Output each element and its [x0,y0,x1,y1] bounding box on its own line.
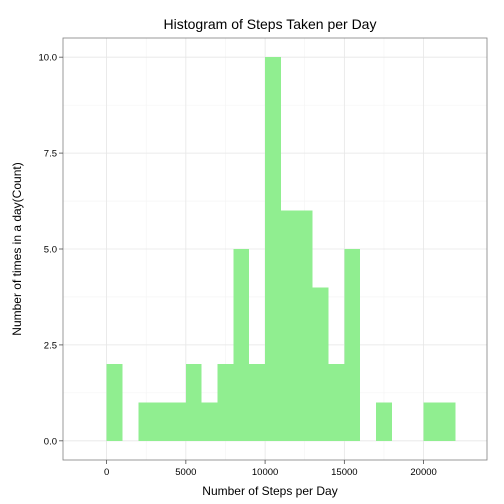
histogram-bar [217,364,234,441]
histogram-bar [328,364,345,441]
histogram-bar [106,364,123,441]
x-tick-label: 15000 [331,467,357,478]
x-tick-label: 0 [104,467,109,478]
y-tick-label: 0.0 [44,436,57,447]
histogram-bar [154,402,170,441]
y-tick-label: 10.0 [39,53,58,64]
y-tick-label: 5.0 [44,245,57,256]
histogram-bar [138,402,155,441]
histogram-bar [439,402,456,441]
histogram-bar [249,364,266,441]
x-axis-label: Number of Steps per Day [202,484,337,498]
histogram-bar [169,402,186,441]
chart-title: Histogram of Steps Taken per Day [164,16,377,32]
histogram-bar [201,402,218,441]
histogram-bar [344,249,361,441]
histogram-bar [312,287,329,441]
y-axis-label: Number of times in a day(Count) [10,162,24,335]
histogram-bar [280,210,297,441]
y-axis-ticks: 0.0 2.5 5.0 7.5 10.0 [39,53,63,447]
histogram-bar [423,402,440,441]
histogram-bar [376,402,392,441]
x-tick-label: 20000 [410,467,436,478]
x-tick-label: 5000 [175,467,196,478]
y-tick-label: 2.5 [44,340,57,351]
histogram-bar [296,210,313,441]
x-tick-label: 10000 [252,467,278,478]
y-tick-label: 7.5 [44,149,57,160]
histogram-bar [185,364,202,441]
histogram-bar [233,249,250,441]
bars [106,57,456,441]
histogram-bar [265,57,281,441]
x-axis-ticks: 0 5000 10000 15000 20000 [104,460,437,478]
